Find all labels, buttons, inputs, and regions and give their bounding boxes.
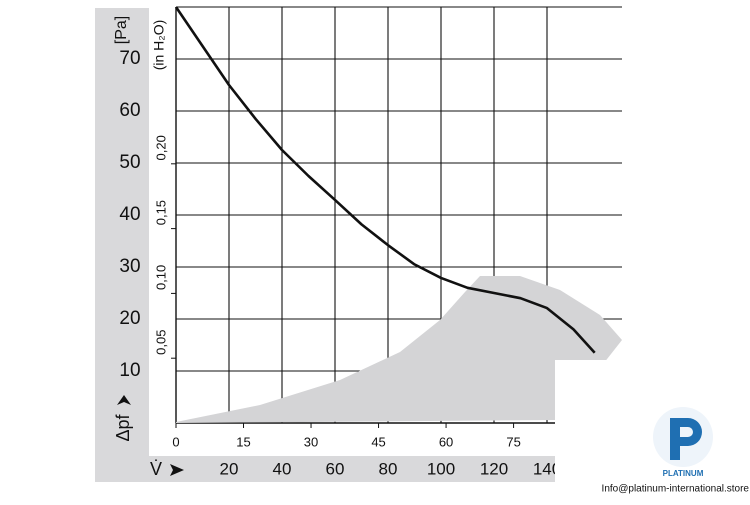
logo-mark <box>670 418 702 460</box>
y-tick-label: 60 <box>119 100 140 121</box>
y-tick-label: 20 <box>119 308 140 329</box>
arrow <box>170 464 184 476</box>
x-tick-label: 120 <box>480 459 508 478</box>
y2-tick-label: 0,15 <box>153 200 168 225</box>
logo-email: Info@platinum-international.store <box>602 484 750 495</box>
arrow <box>117 395 131 405</box>
y2-unit: (in H₂O) <box>151 20 167 71</box>
x2-tick-label: 0 <box>172 434 179 449</box>
y2-tick-label: 0,10 <box>153 265 168 290</box>
x2-tick-label: 75 <box>506 434 520 449</box>
logo: PLATINUM Info@platinum-international.sto… <box>602 407 750 495</box>
y-unit: [Pa] <box>113 16 130 44</box>
x2-tick-label: 60 <box>439 434 453 449</box>
x-symbol: V̇ <box>150 459 162 479</box>
axis-band <box>95 456 555 482</box>
x-tick-label: 80 <box>379 459 398 478</box>
y-tick-label: 50 <box>119 152 140 173</box>
y2-tick-label: 0,20 <box>153 135 168 160</box>
x2-tick-label: 30 <box>304 434 318 449</box>
x-tick-label: 100 <box>427 459 455 478</box>
x-tick-label: 20 <box>220 459 239 478</box>
x-tick-label: 40 <box>273 459 292 478</box>
curve <box>174 6 596 354</box>
x2-tick-label: 15 <box>236 434 250 449</box>
x2-tick-label: 45 <box>371 434 385 449</box>
operating-area <box>176 276 622 423</box>
y-tick-label: 10 <box>119 360 140 381</box>
cover <box>622 0 750 360</box>
y-tick-label: 40 <box>119 204 140 225</box>
axis-band <box>95 8 149 482</box>
y-symbol: Δpf <box>113 413 133 441</box>
y-tick-label: 70 <box>119 48 140 69</box>
cover <box>555 360 750 500</box>
y-tick-label: 30 <box>119 256 140 277</box>
y2-tick-label: 0,05 <box>153 330 168 355</box>
logo-name: PLATINUM <box>663 469 704 478</box>
x-tick-label: 140 <box>533 459 561 478</box>
x-tick-label: 60 <box>326 459 345 478</box>
